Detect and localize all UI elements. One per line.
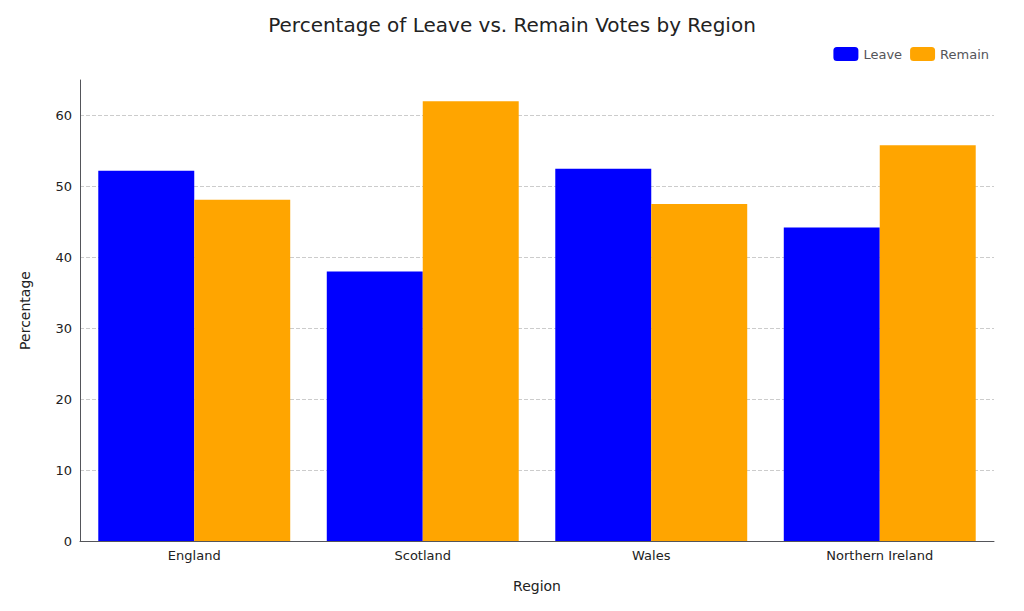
svg-text:Wales: Wales [632, 548, 671, 563]
svg-text:0: 0 [64, 534, 72, 549]
svg-text:60: 60 [55, 108, 72, 123]
svg-text:Percentage of Leave vs. Remain: Percentage of Leave vs. Remain Votes by … [268, 13, 756, 37]
svg-text:Percentage: Percentage [17, 271, 33, 350]
svg-text:50: 50 [55, 179, 72, 194]
svg-text:Remain: Remain [940, 47, 989, 62]
svg-text:Scotland: Scotland [394, 548, 451, 563]
svg-text:Region: Region [513, 578, 561, 594]
svg-text:England: England [168, 548, 221, 563]
svg-text:30: 30 [55, 321, 72, 336]
svg-text:20: 20 [55, 392, 72, 407]
svg-text:10: 10 [55, 463, 72, 478]
svg-text:Northern Ireland: Northern Ireland [826, 548, 933, 563]
svg-text:40: 40 [55, 250, 72, 265]
svg-text:Leave: Leave [863, 47, 902, 62]
